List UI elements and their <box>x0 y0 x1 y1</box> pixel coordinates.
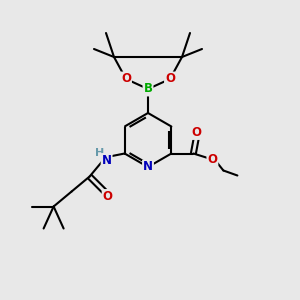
Text: B: B <box>143 82 152 95</box>
Text: O: O <box>207 153 218 166</box>
Text: O: O <box>191 126 201 139</box>
Text: O: O <box>165 73 175 85</box>
Text: N: N <box>143 160 153 173</box>
Text: O: O <box>103 190 112 203</box>
Text: N: N <box>102 154 112 167</box>
Text: O: O <box>121 73 131 85</box>
Text: H: H <box>95 148 104 158</box>
